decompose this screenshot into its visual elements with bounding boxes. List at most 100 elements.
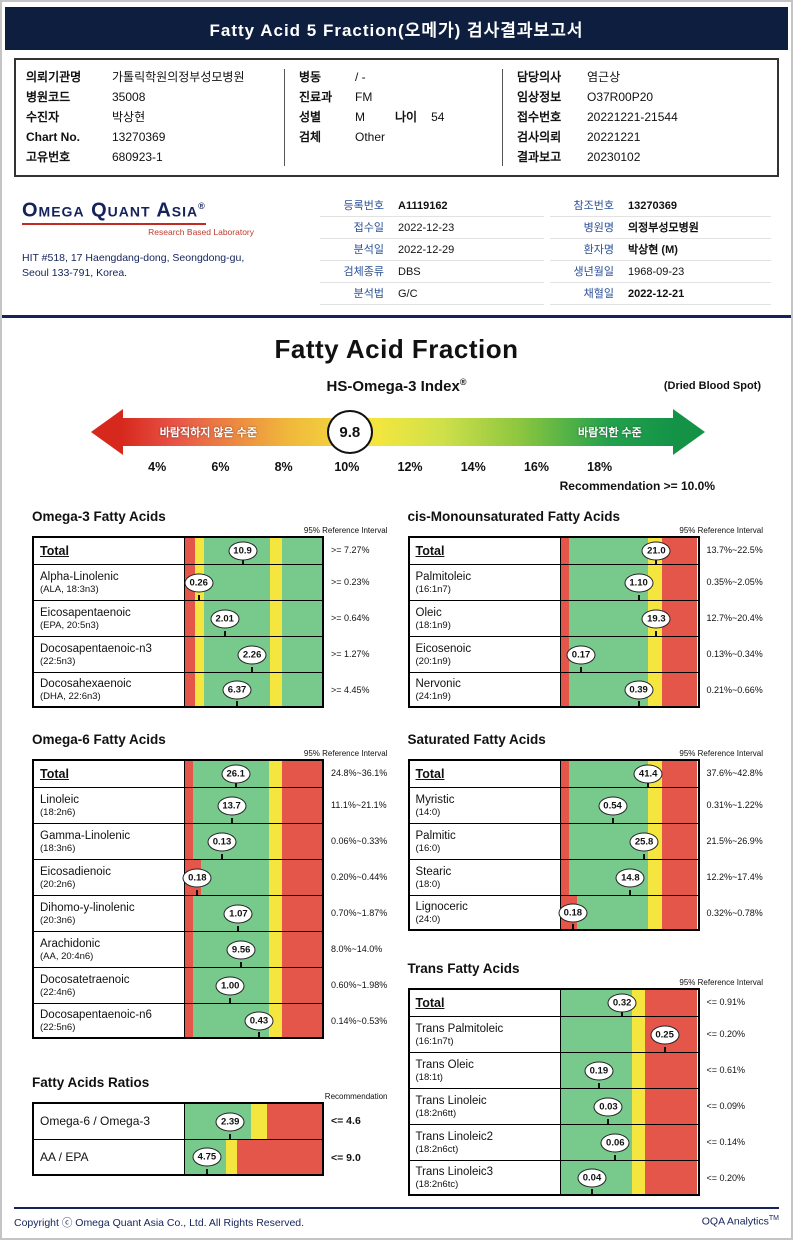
field-label: 생년월일 — [573, 266, 614, 278]
analyte-name: AA / EPA — [40, 1149, 89, 1164]
analyte-code: (22:5n6) — [40, 1021, 76, 1033]
lab-field-row: 병원명 의정부성모병원 — [550, 217, 771, 239]
table-row: Docosahexaenoic (DHA, 22:6n3) 6.37 >= 4.45% — [32, 672, 392, 708]
marker-tick — [607, 1119, 610, 1124]
bar-zone-green — [282, 601, 322, 636]
table-row-frame: Oleic (18:1n9) 19.3 — [407, 600, 700, 636]
table-omega3: Omega-3 Fatty Acids 95% Reference Interva… — [32, 509, 392, 708]
bar-zone-red — [560, 788, 569, 823]
analyte-code: (EPA, 20:5n3) — [40, 619, 99, 631]
marker-tick — [229, 998, 232, 1003]
tables-column-right: cis-Monounsaturated Fatty Acids 95% Refer… — [407, 509, 768, 1196]
field-label: 진료과 — [299, 90, 333, 104]
bar-zone-red — [661, 673, 698, 706]
bar-zone-red — [282, 932, 322, 967]
section-divider — [2, 315, 791, 318]
value-marker: 9.56 — [226, 940, 256, 959]
analyte-code: (14:0) — [415, 806, 441, 818]
range-bar: 21.0 — [560, 538, 698, 564]
marker-tick — [196, 890, 199, 895]
reference-header: 95% Reference Interval — [679, 526, 763, 535]
bar-zone-yellow — [648, 673, 662, 706]
analyte-code: (18:2n6) — [40, 806, 76, 818]
bar-zone-red — [560, 601, 569, 636]
analyte-name: Total — [40, 766, 69, 781]
marker-tick — [655, 631, 658, 636]
field-label: 접수일 — [353, 222, 384, 234]
value-marker: 0.43 — [244, 1011, 274, 1030]
gauge-arrow-left-icon — [91, 409, 123, 455]
marker-tick — [629, 890, 632, 895]
bar-zone-red — [185, 1004, 194, 1037]
table-cismono: cis-Monounsaturated Fatty Acids 95% Refer… — [407, 509, 768, 708]
table-row: Docosatetraenoic (22:4n6) 1.00 0.60%~1.98% — [32, 967, 392, 1003]
reference-header: 95% Reference Interval — [303, 526, 388, 535]
field-value: FM — [355, 90, 373, 104]
analyte-name: Nervonic — [415, 677, 461, 690]
marker-tick — [223, 631, 226, 636]
bar-zone-yellow — [631, 1125, 646, 1160]
value-marker: 1.10 — [624, 573, 654, 592]
marker-tick — [257, 1032, 260, 1037]
bar-zone-green — [560, 1017, 632, 1052]
analyte-name-cell: Docosahexaenoic (DHA, 22:6n3) — [34, 673, 185, 706]
lab-logo-block: Omega Quant Asia® Research Based Laborat… — [22, 195, 314, 305]
analyte-name-cell: Trans Linoleic2 (18:2n6ct) — [409, 1125, 561, 1160]
value-marker: 4.75 — [192, 1147, 222, 1167]
copyright-text: Copyright ⓒ Omega Quant Asia Co., Ltd. A… — [14, 1217, 305, 1229]
analyte-code: (16:1n7) — [415, 583, 451, 595]
gauge-arrow-right-icon — [673, 409, 705, 455]
bar-zone-yellow — [269, 637, 283, 672]
value-marker: 21.0 — [641, 541, 671, 561]
range-bar: 26.1 — [185, 761, 322, 787]
table-row-frame: Trans Linoleic3 (18:2n6tc) 0.04 — [407, 1160, 700, 1196]
table-title: cis-Monounsaturated Fatty Acids — [407, 509, 621, 524]
table-row: Trans Linoleic2 (18:2n6ct) 0.06 <= 0.14% — [407, 1124, 768, 1160]
bar-zone-red — [661, 637, 698, 672]
field-value: 20221221-21544 — [587, 110, 678, 124]
table-row-frame: AA / EPA 4.75 — [32, 1139, 324, 1176]
patient-field-row: 검사의뢰 20221221 — [517, 129, 767, 146]
analyte-name-cell: Total — [34, 538, 185, 564]
analyte-name-cell: Trans Oleic (18:1t) — [409, 1053, 561, 1088]
value-marker: 1.00 — [215, 976, 245, 995]
reference-value: <= 0.61% — [706, 1065, 746, 1075]
field-label: 고유번호 — [26, 150, 71, 164]
table-row: Arachidonic (AA, 20:4n6) 9.56 8.0%~14.0% — [32, 931, 392, 967]
analyte-name: Docosapentaenoic-n6 — [40, 1008, 152, 1021]
marker-tick — [220, 854, 223, 859]
bar-zone-green — [282, 565, 322, 600]
field-label: 수진자 — [26, 110, 60, 124]
reference-value: 0.20%~0.44% — [331, 872, 388, 882]
index-value-marker: 9.8 — [326, 410, 373, 454]
analyte-name: Gamma-Linolenic — [40, 829, 131, 842]
bar-zone-red — [185, 824, 194, 859]
bar-zone-red — [282, 896, 322, 931]
reference-value: <= 0.14% — [706, 1137, 746, 1147]
field-label: 결과보고 — [517, 150, 562, 164]
value-marker: 0.17 — [566, 645, 596, 664]
table-row: Palmitic (16:0) 25.8 21.5%~26.9% — [407, 823, 768, 859]
reference-value: 11.1%~21.1% — [331, 800, 387, 810]
table-row: Stearic (18:0) 14.8 12.2%~17.4% — [407, 859, 768, 895]
marker-tick — [597, 1083, 600, 1088]
field-label: 채혈일 — [583, 288, 614, 300]
table-row-frame: Linoleic (18:2n6) 13.7 — [32, 787, 324, 823]
analyte-name-cell: Docosapentaenoic-n6 (22:5n6) — [34, 1004, 185, 1037]
analyte-name: Total — [415, 543, 445, 558]
reference-header: Recommendation — [324, 1092, 388, 1101]
analyte-code: (22:5n3) — [40, 655, 76, 667]
table-row-frame: Palmitoleic (16:1n7) 1.10 — [407, 564, 700, 600]
marker-tick — [571, 924, 574, 929]
value-marker: 41.4 — [633, 764, 663, 784]
lab-field-row: 접수일 2022-12-23 — [320, 217, 544, 239]
analyte-code: (18:2n6tt) — [415, 1107, 457, 1119]
analyte-name: Lignoceric — [415, 900, 468, 913]
marker-tick — [230, 818, 233, 823]
range-bar: 0.25 — [560, 1017, 698, 1052]
marker-tick — [621, 1011, 624, 1016]
analyte-name: Myristic — [415, 793, 455, 806]
table-row: Nervonic (24:1n9) 0.39 0.21%~0.66% — [407, 672, 768, 708]
table-title: Omega-3 Fatty Acids — [32, 509, 166, 524]
bar-zone-yellow — [268, 860, 283, 895]
